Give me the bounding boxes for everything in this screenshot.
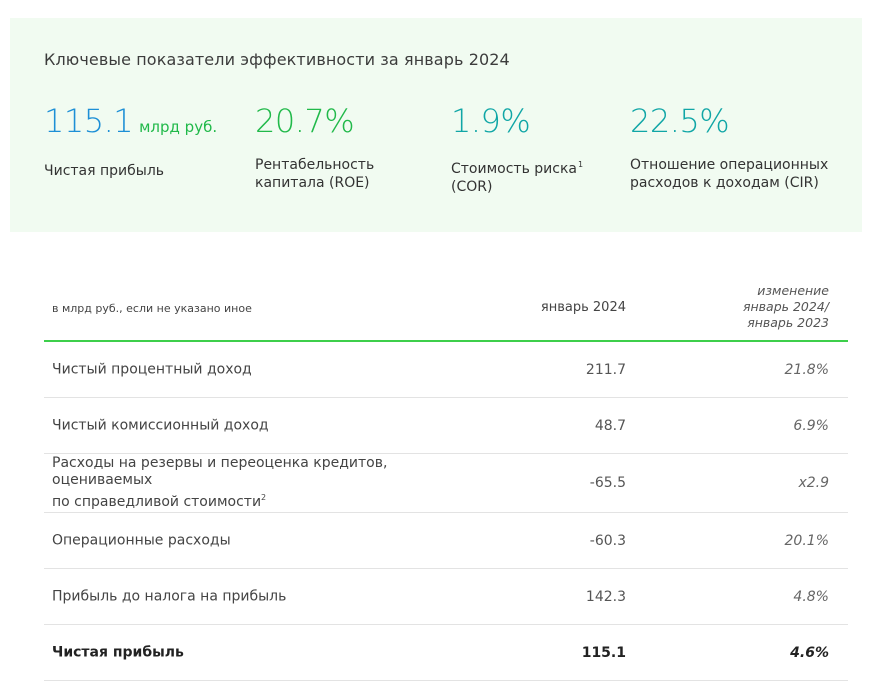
kpi-label: Стоимость риска1 (COR) — [451, 160, 584, 195]
table-row: Прибыль до налога на прибыль 142.3 4.8% — [44, 569, 848, 625]
table-row: Расходы на резервы и переоценка кредитов… — [44, 454, 848, 513]
footnote-marker: 2 — [261, 493, 267, 502]
kpi-label: Чистая прибыль — [44, 163, 165, 179]
financial-table: в млрд руб., если не указано иное январь… — [44, 280, 848, 681]
row-label: Чистый процентный доход — [52, 361, 252, 377]
kpi-cor: 1.9% Стоимость риска1 (COR) — [451, 102, 583, 196]
row-label: Операционные расходы — [52, 532, 231, 548]
row-label: Расходы на резервы и переоценка кредитов… — [52, 455, 388, 510]
row-change-value: 4.8% — [793, 588, 829, 605]
row-jan-value: -60.3 — [589, 532, 626, 549]
table-header: в млрд руб., если не указано иное январь… — [44, 280, 848, 342]
kpi-value: 115.1 млрд руб. — [44, 102, 218, 140]
row-change-value: 21.8% — [784, 361, 829, 378]
kpi-net-profit: 115.1 млрд руб. Чистая прибыль — [44, 102, 217, 180]
row-change-value: 20.1% — [784, 532, 829, 549]
kpi-title: Ключевые показатели эффективности за янв… — [44, 50, 510, 69]
row-change-value: 4.6% — [790, 644, 829, 661]
row-jan-value: -65.5 — [589, 475, 626, 491]
table-row: Чистый комиссионный доход 48.7 6.9% — [44, 398, 848, 454]
row-jan-value: 211.7 — [585, 361, 626, 378]
header-january-2024: январь 2024 — [540, 300, 626, 315]
row-change-value: 6.9% — [793, 417, 829, 434]
row-label: Чистый комиссионный доход — [52, 417, 269, 433]
kpi-label: Отношение операционных расходов к доходам… — [630, 157, 829, 191]
kpi-label: Рентабельность капитала (ROE) — [255, 157, 375, 191]
table-row: Чистый процентный доход 211.7 21.8% — [44, 342, 848, 398]
kpi-cir: 22.5% Отношение операционных расходов к д… — [630, 102, 828, 192]
row-jan-value: 115.1 — [581, 644, 626, 661]
header-units-label: в млрд руб., если не указано иное — [52, 302, 252, 315]
header-change: изменение январь 2024/январь 2023 — [742, 283, 829, 330]
row-jan-value: 142.3 — [585, 588, 626, 605]
row-change-value: x2.9 — [798, 475, 829, 491]
kpi-roe: 20.7% Рентабельность капитала (ROE) — [255, 102, 374, 192]
table-row: Операционные расходы -60.3 20.1% — [44, 513, 848, 569]
table-row-total: Чистая прибыль 115.1 4.6% — [44, 625, 848, 681]
footnote-marker: 1 — [578, 160, 584, 169]
kpi-unit: млрд руб. — [139, 118, 218, 136]
kpi-value: 20.7% — [255, 102, 355, 140]
row-label: Прибыль до налога на прибыль — [52, 588, 287, 604]
kpi-value: 22.5% — [630, 102, 730, 140]
row-jan-value: 48.7 — [594, 417, 626, 434]
kpi-value: 1.9% — [451, 102, 531, 140]
kpi-panel: Ключевые показатели эффективности за янв… — [10, 18, 862, 232]
row-label: Чистая прибыль — [52, 644, 184, 660]
